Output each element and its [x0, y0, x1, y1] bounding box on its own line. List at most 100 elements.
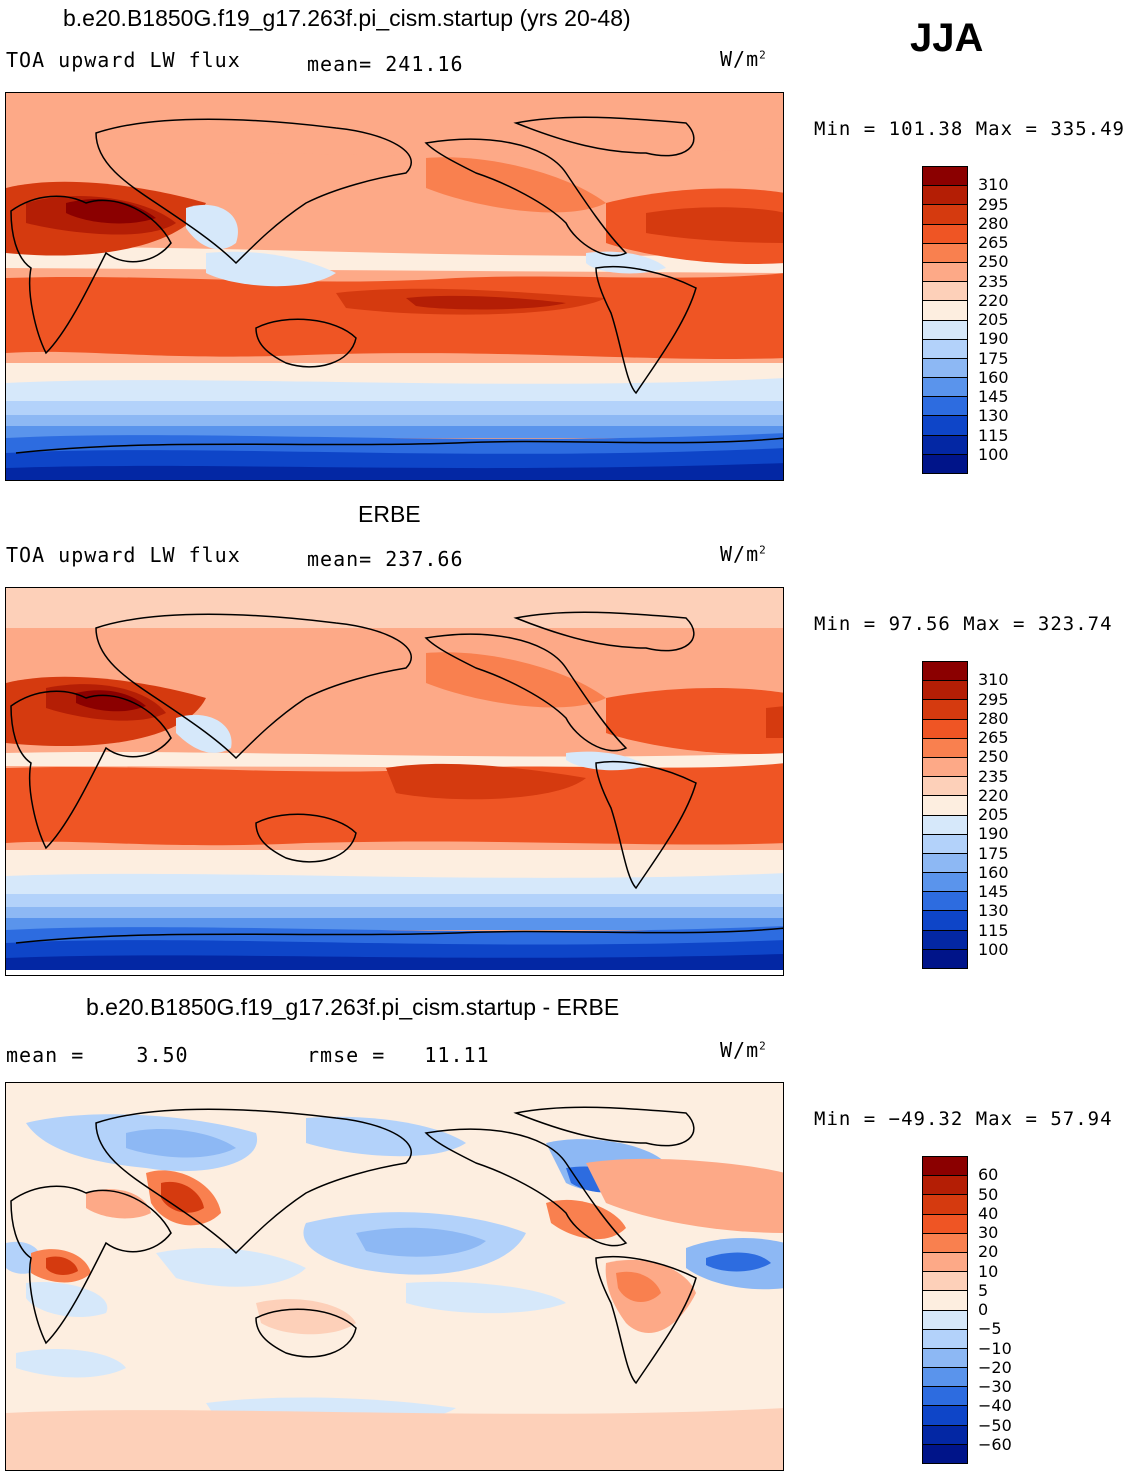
panel-3-colorbar: [922, 1156, 968, 1464]
colorbar-tick-label: 220: [978, 785, 1009, 805]
panel-3-unit-label: W/m2: [720, 1038, 767, 1062]
panel-2-map: [5, 587, 784, 976]
panel-2-min-max: Min = 97.56 Max = 323.74: [814, 613, 1113, 635]
colorbar-tick-label: 50: [978, 1184, 999, 1204]
colorbar-tick-label: 190: [978, 329, 1009, 349]
panel-2-mean-label: mean= 237.66: [307, 547, 464, 571]
panel-1-title: b.e20.B1850G.f19_g17.263f.pi_cism.startu…: [63, 5, 631, 31]
colorbar-tick-label: 280: [978, 708, 1009, 728]
colorbar-tick-label: 265: [978, 728, 1009, 747]
colorbar-tick-label: −5: [978, 1319, 1002, 1339]
colorbar-swatch: [923, 892, 967, 912]
colorbar-tick-label: 205: [978, 805, 1009, 824]
colorbar-swatch: [923, 1157, 967, 1177]
colorbar-swatch: [923, 1348, 967, 1369]
colorbar-swatch: [923, 815, 967, 835]
colorbar-swatch: [923, 186, 967, 206]
panel-3-map: [5, 1082, 784, 1471]
colorbar-tick-label: −20: [978, 1357, 1012, 1377]
colorbar-swatch: [923, 320, 967, 340]
panel-3-mean-label: mean = 3.50: [6, 1043, 189, 1067]
colorbar-swatch: [923, 1329, 967, 1349]
colorbar-tick-label: −60: [978, 1434, 1012, 1454]
colorbar-tick-label: 30: [978, 1223, 999, 1242]
colorbar-swatch: [923, 777, 967, 797]
colorbar-swatch: [923, 435, 967, 455]
panel-2-variable-label: TOA upward LW flux: [6, 543, 241, 567]
colorbar-tick-label: 100: [978, 939, 1009, 959]
colorbar-swatch: [923, 416, 967, 436]
colorbar-swatch: [923, 1252, 967, 1273]
colorbar-swatch: [923, 243, 967, 263]
colorbar-swatch: [923, 205, 967, 225]
colorbar-tick-label: 115: [978, 425, 1009, 445]
season-label: JJA: [910, 16, 984, 60]
colorbar-swatch: [923, 167, 967, 187]
colorbar-tick-label: 235: [978, 766, 1009, 786]
colorbar-tick-label: 60: [978, 1165, 999, 1185]
colorbar-swatch: [923, 930, 967, 950]
panel-1-unit-label: W/m2: [720, 47, 767, 71]
colorbar-tick-label: 130: [978, 901, 1009, 921]
colorbar-tick-label: 250: [978, 747, 1009, 767]
panel-1-map: [5, 92, 784, 481]
colorbar-tick-label: 220: [978, 290, 1009, 310]
colorbar-swatch: [923, 1291, 967, 1311]
colorbar-swatch: [923, 796, 967, 816]
colorbar-tick-label: 100: [978, 444, 1009, 464]
colorbar-tick-label: 175: [978, 843, 1009, 863]
colorbar-swatch: [923, 1233, 967, 1253]
panel-3-title: b.e20.B1850G.f19_g17.263f.pi_cism.startu…: [86, 994, 620, 1020]
colorbar-swatch: [923, 949, 967, 968]
colorbar-tick-label: 20: [978, 1242, 999, 1262]
colorbar-swatch: [923, 262, 967, 283]
panel-3-rmse-label: rmse = 11.11: [307, 1043, 490, 1067]
panel-3-min-max: Min = −49.32 Max = 57.94: [814, 1108, 1113, 1130]
colorbar-swatch: [923, 1214, 967, 1234]
colorbar-tick-label: 160: [978, 367, 1009, 387]
panel-1-min-max: Min = 101.38 Max = 335.49: [814, 118, 1125, 140]
colorbar-swatch: [923, 853, 967, 874]
colorbar-tick-label: 160: [978, 862, 1009, 882]
colorbar-swatch: [923, 1444, 967, 1463]
colorbar-tick-label: −30: [978, 1377, 1012, 1396]
colorbar-swatch: [923, 301, 967, 321]
colorbar-swatch: [923, 757, 967, 778]
colorbar-tick-label: 175: [978, 348, 1009, 368]
colorbar-tick-label: 310: [978, 670, 1009, 690]
colorbar-swatch: [923, 339, 967, 359]
colorbar-tick-label: 5: [978, 1280, 989, 1300]
colorbar-swatch: [923, 378, 967, 398]
panel-1-variable-label: TOA upward LW flux: [6, 48, 241, 72]
colorbar-swatch: [923, 911, 967, 931]
colorbar-tick-label: 310: [978, 175, 1009, 195]
panel-1-mean-label: mean= 241.16: [307, 52, 464, 76]
panel-2-title: ERBE: [358, 501, 421, 527]
colorbar-swatch: [923, 1368, 967, 1388]
colorbar-swatch: [923, 1310, 967, 1330]
colorbar-tick-label: 10: [978, 1261, 999, 1281]
colorbar-tick-label: 0: [978, 1300, 989, 1319]
colorbar-tick-label: 280: [978, 213, 1009, 233]
colorbar-swatch: [923, 738, 967, 758]
colorbar-tick-label: 265: [978, 233, 1009, 252]
colorbar-tick-label: 130: [978, 406, 1009, 426]
colorbar-swatch: [923, 358, 967, 379]
colorbar-tick-label: 115: [978, 920, 1009, 940]
colorbar-tick-label: 40: [978, 1203, 999, 1223]
colorbar-swatch: [923, 1272, 967, 1292]
colorbar-swatch: [923, 1387, 967, 1407]
colorbar-tick-label: −50: [978, 1415, 1012, 1435]
colorbar-swatch: [923, 282, 967, 302]
colorbar-tick-label: 190: [978, 824, 1009, 844]
colorbar-tick-label: −40: [978, 1396, 1012, 1416]
colorbar-swatch: [923, 1425, 967, 1445]
panel-2-colorbar: [922, 661, 968, 969]
colorbar-swatch: [923, 1195, 967, 1215]
colorbar-tick-label: 295: [978, 689, 1009, 709]
panel-1-colorbar: [922, 166, 968, 474]
colorbar-tick-label: 145: [978, 882, 1009, 901]
colorbar-swatch: [923, 700, 967, 720]
colorbar-swatch: [923, 224, 967, 244]
colorbar-tick-label: 295: [978, 194, 1009, 214]
